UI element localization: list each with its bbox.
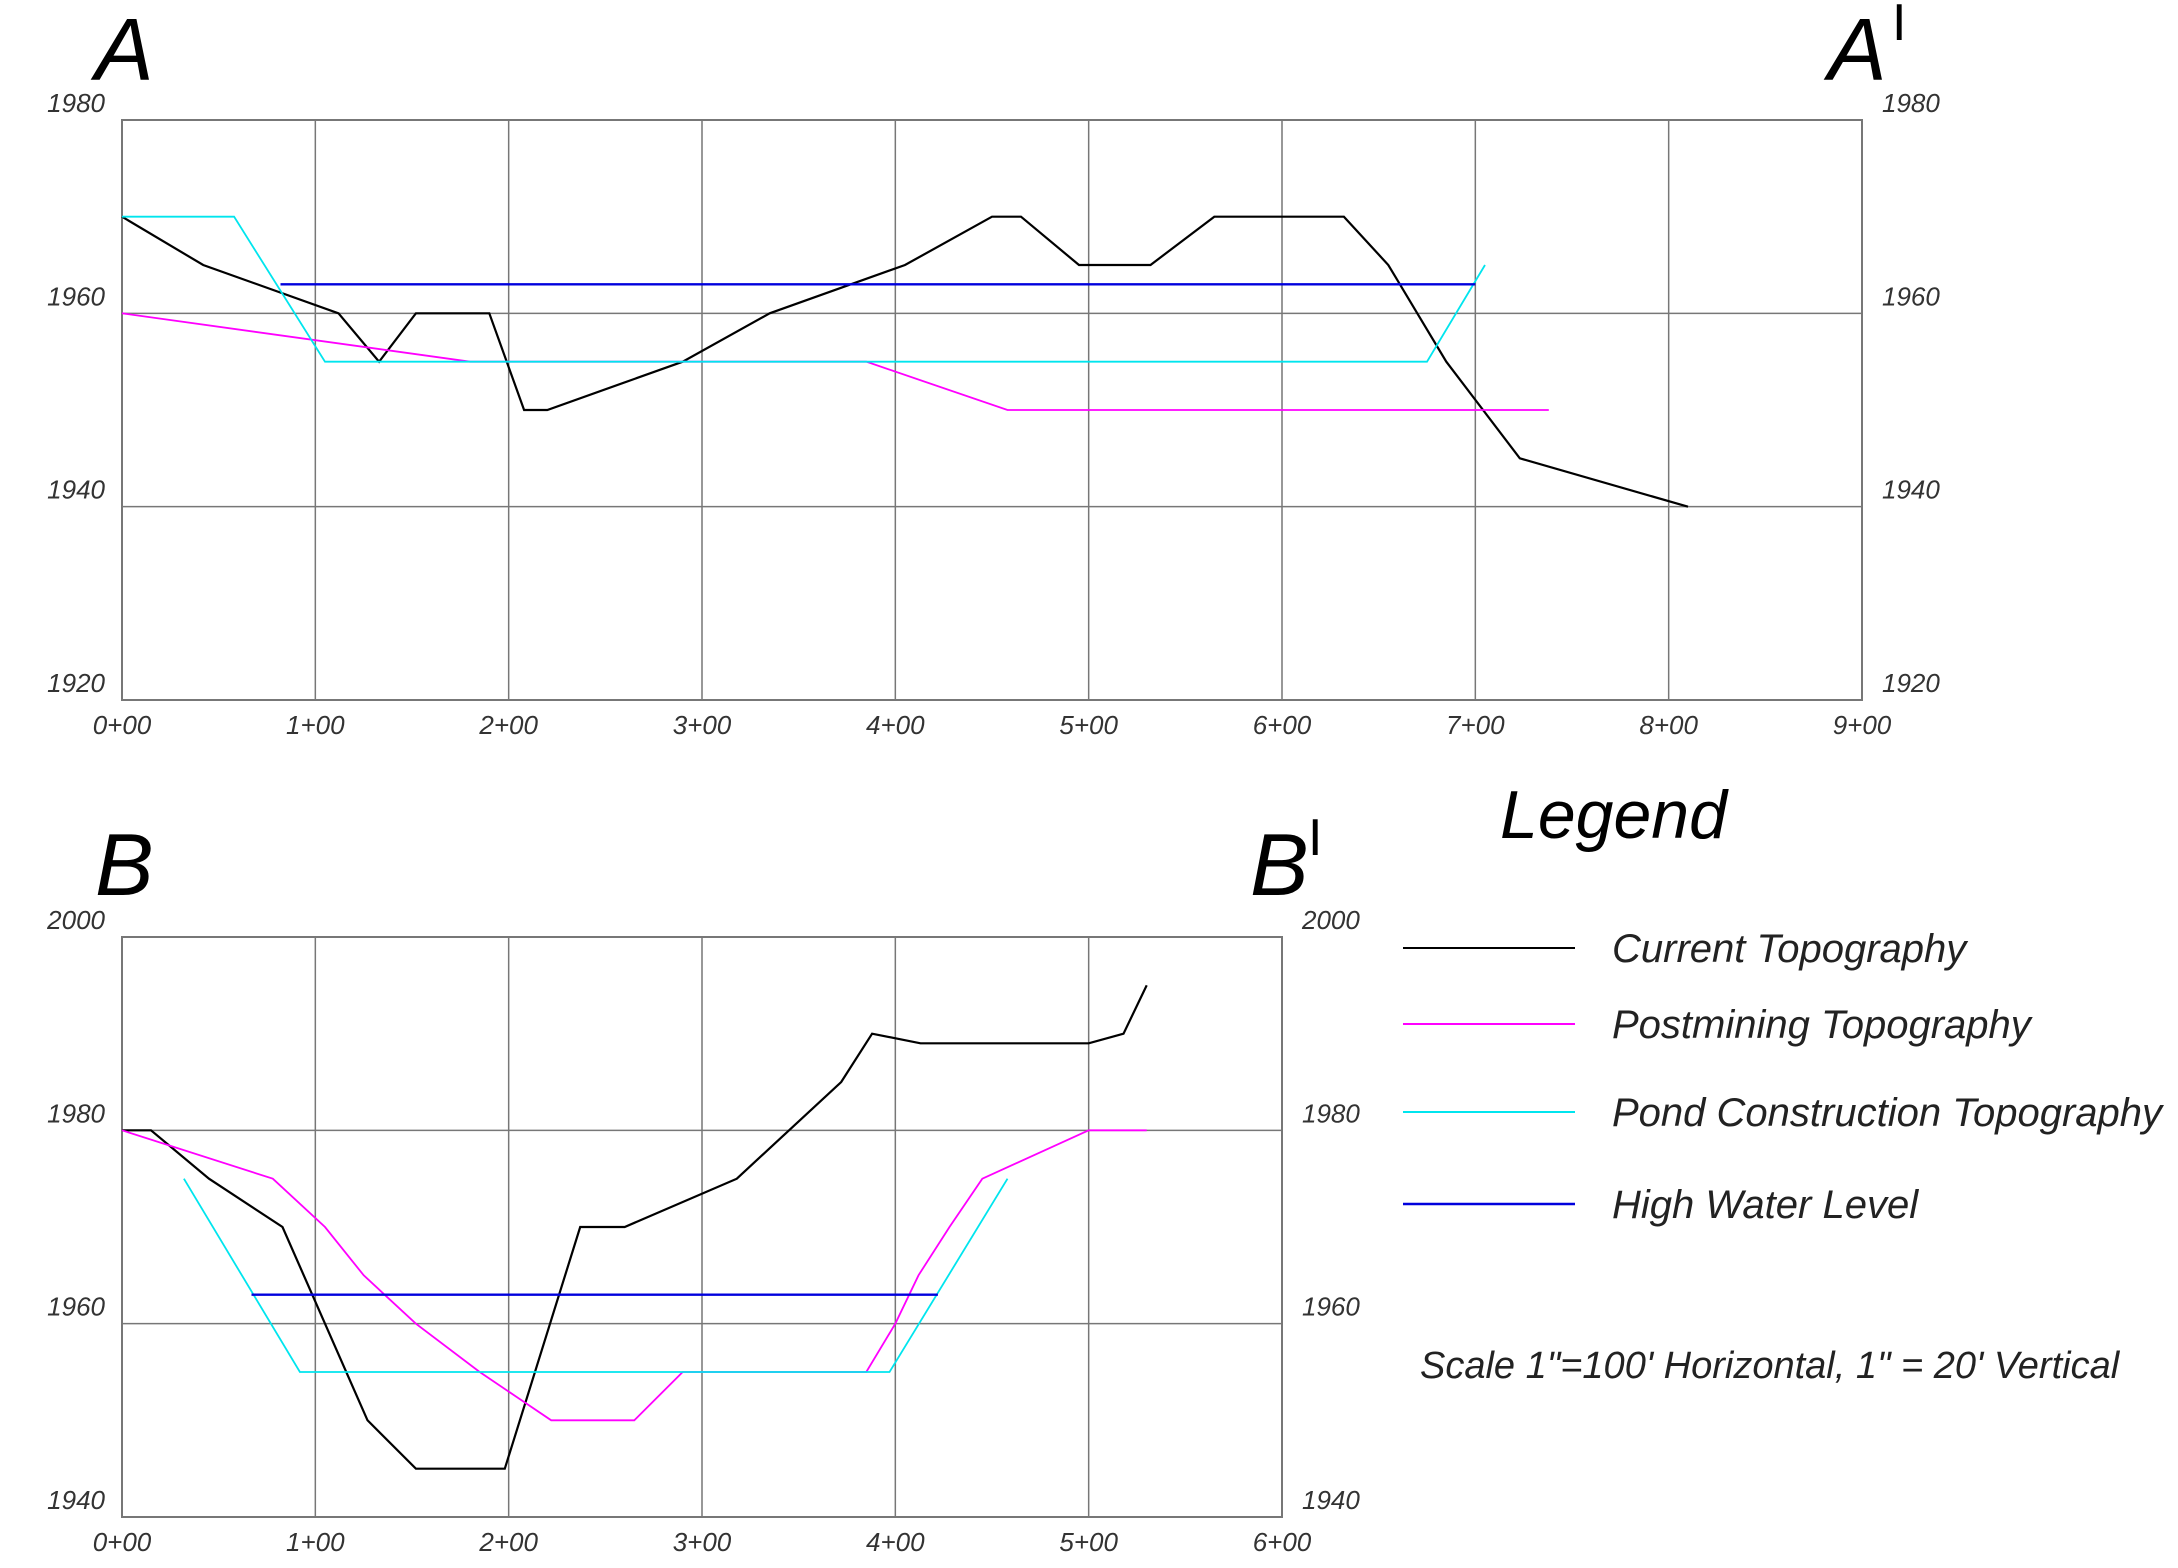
section-b-y-tick-label-left: 1960: [47, 1292, 105, 1322]
section-b-y-tick-label-right: 1940: [1302, 1485, 1360, 1515]
section-b-series-postmining-topography: [121, 1129, 1147, 1422]
section-a-x-tick-label: 0+00: [93, 710, 152, 740]
legend-title: Legend: [1500, 777, 1729, 853]
section-a-y-tick-label-left: 1920: [47, 668, 105, 698]
section-a-y-tick-label-left: 1940: [47, 475, 105, 505]
section-a-end-prime: I: [1892, 0, 1906, 52]
section-a-y-tick-label-right: 1980: [1882, 88, 1940, 118]
section-a-y-tick-label-left: 1980: [47, 88, 105, 118]
section-b-y-tick-label-left: 2000: [46, 905, 105, 935]
section-b-x-tick-label: 6+00: [1253, 1527, 1312, 1557]
section-b-x-tick-label: 4+00: [866, 1527, 925, 1557]
section-a-y-tick-label-left: 1960: [47, 281, 105, 311]
section-b-x-tick-label: 5+00: [1059, 1527, 1118, 1557]
section-a-x-tick-label: 4+00: [866, 710, 925, 740]
section-a-chart: A A I0+00 1+00 2+00 3+00 4+00 5+00 6+00 7+00 8+00 9…: [47, 0, 1940, 740]
section-a-x-tick-label: 9+00: [1833, 710, 1892, 740]
section-b-end-label: B: [1250, 815, 1309, 914]
section-a-plot-frame: [121, 119, 1863, 701]
section-a-x-tick-label: 2+00: [478, 710, 538, 740]
legend: Legend Current Topography Postmining Topo…: [1403, 777, 2165, 1227]
section-b-series-current-topography: [122, 984, 1148, 1470]
section-a-y-tick-label-right: 1960: [1882, 281, 1940, 311]
legend-label-pond-construction-topography: Pond Construction Topography: [1612, 1091, 2165, 1135]
section-b-start-label: B: [95, 815, 154, 914]
section-a-y-tick-label-right: 1920: [1882, 668, 1940, 698]
section-a-x-tick-label: 8+00: [1639, 710, 1698, 740]
section-b-y-tick-label-right: 1960: [1302, 1292, 1360, 1322]
legend-label-current-topography: Current Topography: [1612, 927, 1969, 971]
section-b-y-tick-label-left: 1940: [47, 1485, 105, 1515]
section-b-plot-frame: [121, 936, 1283, 1518]
section-a-x-tick-label: 3+00: [673, 710, 732, 740]
section-a-series-current-topography: [121, 215, 1689, 508]
section-a-x-tick-label: 5+00: [1059, 710, 1118, 740]
section-b-y-tick-label-left: 1980: [47, 1098, 105, 1128]
scale-note: Scale 1"=100' Horizontal, 1" = 20' Verti…: [1420, 1345, 2121, 1387]
section-a-x-tick-label: 1+00: [286, 710, 345, 740]
section-b-x-tick-label: 3+00: [673, 1527, 732, 1557]
section-b-y-tick-label-right: 2000: [1301, 905, 1360, 935]
section-b-x-tick-label: 0+00: [93, 1527, 152, 1557]
section-b-end-prime: I: [1308, 809, 1322, 867]
section-b-x-tick-label: 2+00: [478, 1527, 538, 1557]
section-a-y-tick-label-right: 1940: [1882, 475, 1940, 505]
section-a-end-label: A: [1823, 0, 1887, 99]
legend-label-postmining-topography: Postmining Topography: [1612, 1003, 2034, 1047]
section-b-y-tick-label-right: 1980: [1302, 1098, 1360, 1128]
section-a-series-pond-construction-topography: [122, 215, 1486, 363]
section-a-x-tick-label: 7+00: [1446, 710, 1505, 740]
section-b-series-pond-construction-topography: [183, 1178, 1009, 1373]
section-a-x-tick-label: 6+00: [1253, 710, 1312, 740]
legend-entries: Current Topography Postmining Topography P…: [1403, 927, 2165, 1227]
section-a-start-label: A: [90, 0, 154, 99]
section-b-x-tick-label: 1+00: [286, 1527, 345, 1557]
legend-label-high-water-level: High Water Level: [1612, 1183, 1919, 1227]
